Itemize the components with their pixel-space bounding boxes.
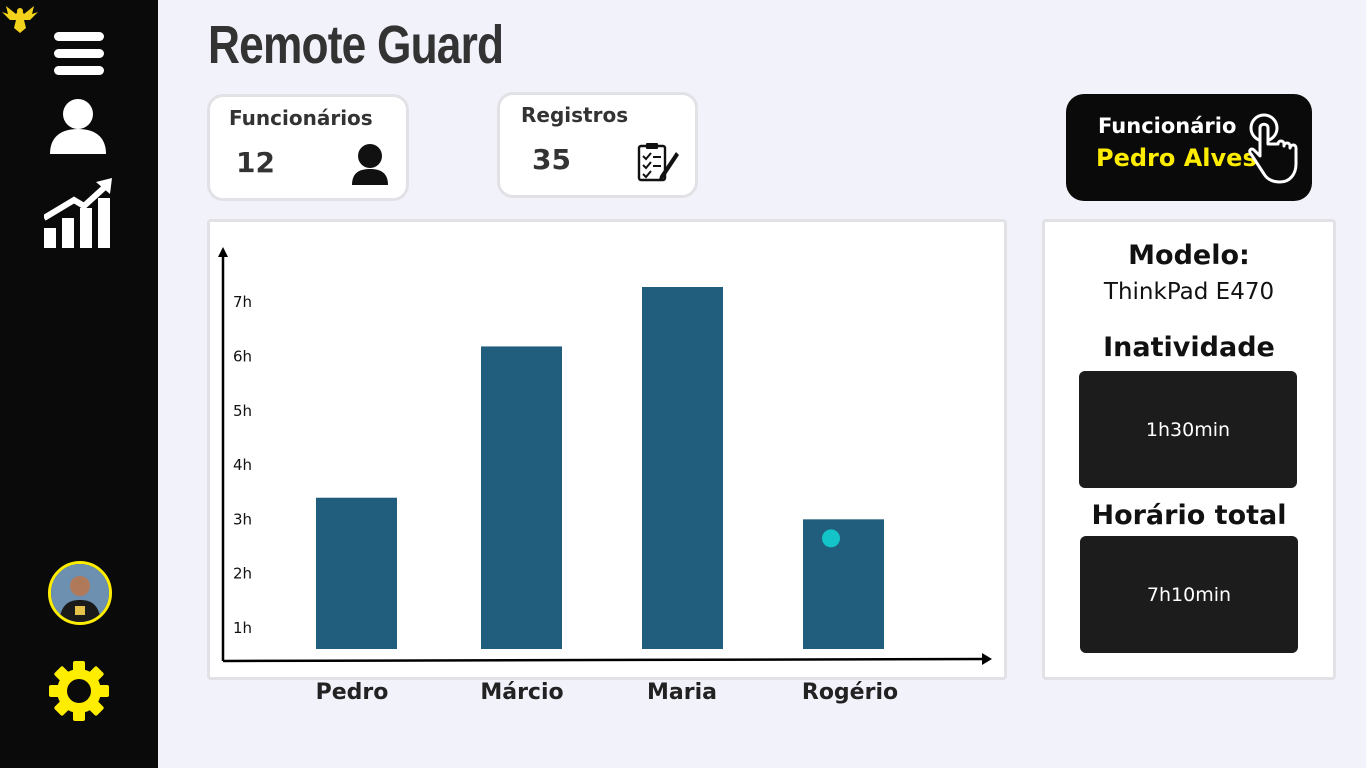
chart-growth-icon[interactable]: [44, 176, 116, 250]
x-label-pedro: Pedro: [315, 680, 389, 705]
y-tick-label: 3h: [233, 510, 252, 528]
page-title: Remote Guard: [208, 15, 504, 75]
avatar-person-icon: [51, 564, 109, 622]
bar-pedro[interactable]: [316, 497, 397, 649]
records-count: 35: [532, 143, 571, 176]
gear-icon[interactable]: [48, 660, 110, 722]
bar-rogério[interactable]: [803, 519, 884, 649]
y-tick-label: 7h: [233, 293, 252, 311]
employees-count: 12: [236, 146, 275, 179]
total-hours-label: Horário total: [1091, 500, 1287, 531]
avatar[interactable]: [48, 561, 112, 625]
bar-maria[interactable]: [642, 287, 723, 649]
y-tick-label: 1h: [233, 619, 252, 637]
x-label-márcio: Márcio: [480, 680, 564, 705]
records-label: Registros: [521, 103, 629, 127]
total-hours-value: 7h10min: [1080, 536, 1298, 653]
inactivity-label: Inatividade: [1103, 332, 1275, 363]
bar-márcio[interactable]: [481, 346, 562, 649]
employee-selector-button[interactable]: Funcionário Pedro Alves: [1066, 94, 1312, 201]
eagle-logo-icon: [2, 6, 38, 33]
x-label-rogério: Rogério: [801, 680, 899, 705]
menu-icon[interactable]: [54, 30, 104, 78]
x-label-maria: Maria: [647, 680, 717, 705]
model-label: Modelo:: [1128, 240, 1250, 271]
selected-employee-name: Pedro Alves: [1096, 144, 1257, 172]
y-tick-label: 2h: [233, 565, 252, 583]
y-tick-label: 4h: [233, 456, 252, 474]
person-icon: [352, 144, 388, 185]
y-tick-label: 6h: [233, 348, 252, 366]
y-axis-arrow: [218, 247, 228, 257]
employee-selector-label: Funcionário: [1098, 114, 1237, 138]
employees-label: Funcionários: [229, 106, 373, 130]
user-icon[interactable]: [50, 98, 106, 154]
x-axis: [222, 657, 986, 663]
model-value: ThinkPad E470: [1103, 279, 1275, 305]
pointer-hand-icon: [1248, 113, 1298, 184]
highlight-marker: [822, 529, 840, 548]
x-axis-arrow: [982, 653, 992, 665]
hours-bar-chart: 1h 2h 3h 4h 5h 6h 7h: [218, 247, 992, 665]
clipboard-icon: [637, 143, 679, 182]
inactivity-value: 1h30min: [1079, 371, 1297, 488]
y-tick-label: 5h: [233, 402, 252, 420]
